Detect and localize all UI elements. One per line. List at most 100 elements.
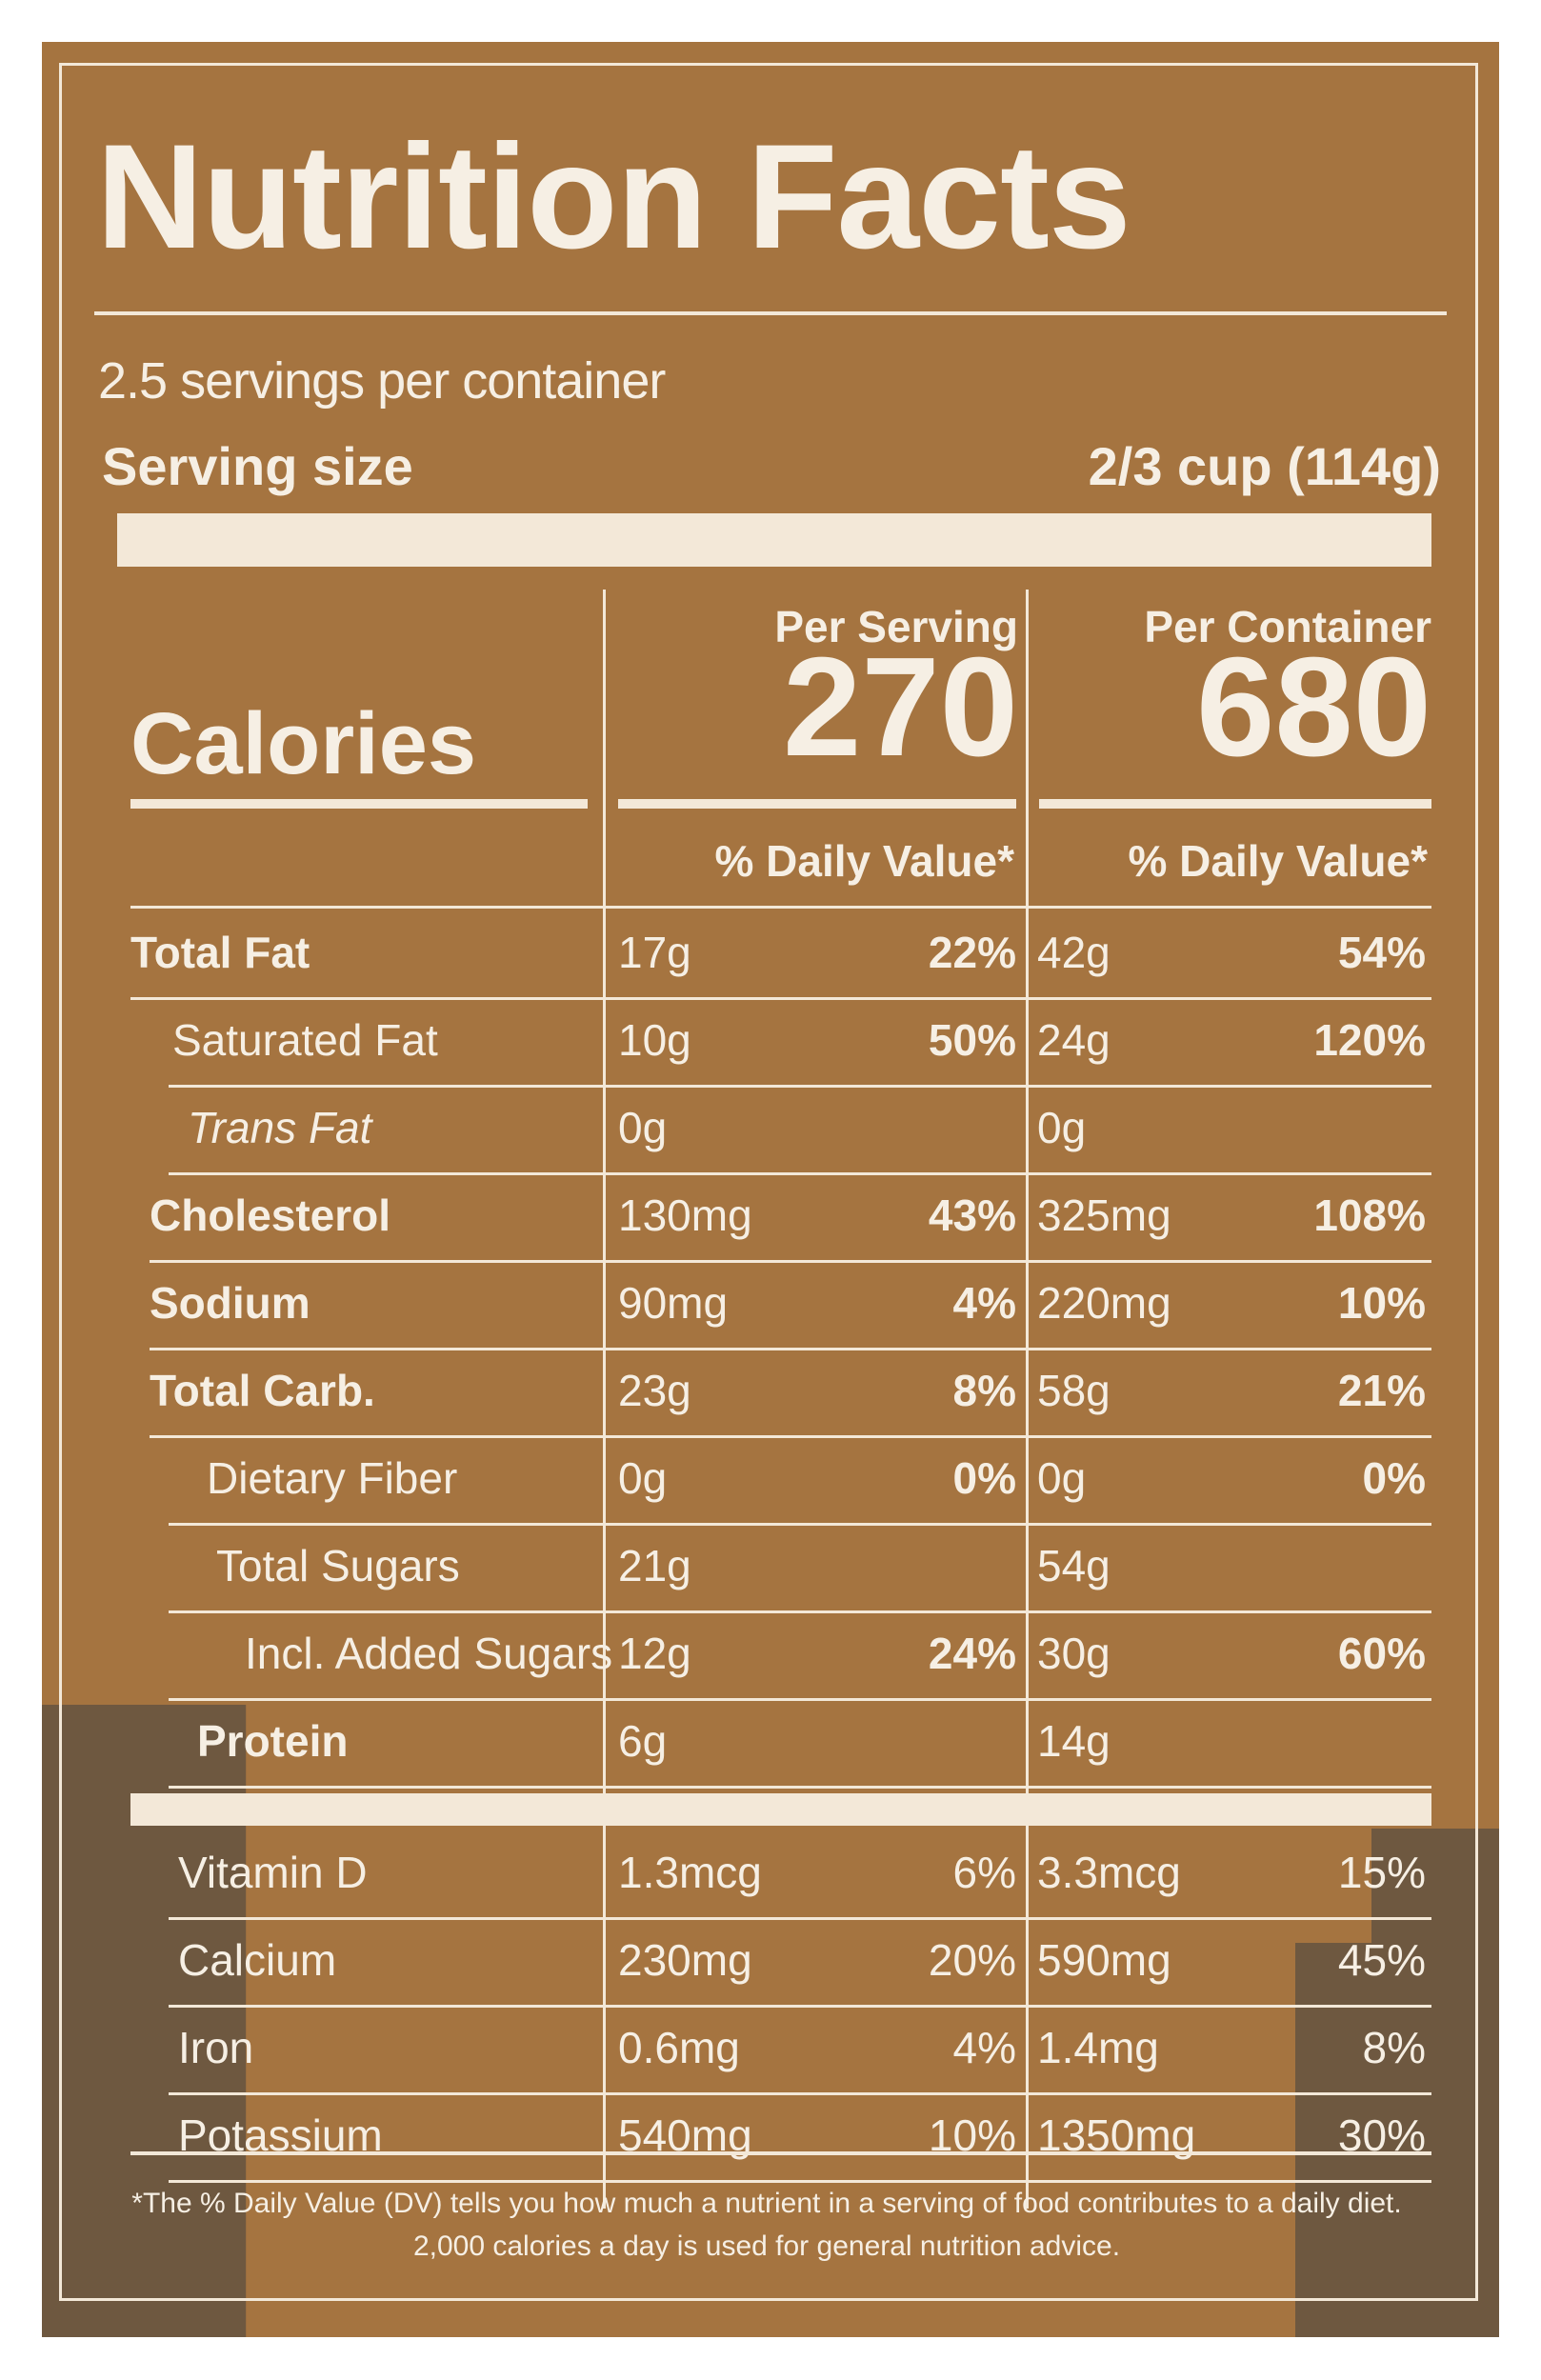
- row-divider: [150, 1435, 1431, 1438]
- row-divider: [150, 1260, 1431, 1263]
- container-percent: 60%: [1337, 1629, 1426, 1678]
- serving-amount: 17g: [618, 928, 691, 977]
- serving-amount: 6g: [618, 1716, 668, 1766]
- footnote: *The % Daily Value (DV) tells you how mu…: [131, 2188, 1402, 2262]
- serving-amount: 23g: [618, 1366, 691, 1415]
- row-divider: [169, 2180, 1431, 2183]
- container-percent: 108%: [1313, 1190, 1426, 1240]
- serving-percent: 4%: [952, 2023, 1016, 2072]
- row-divider: [169, 1786, 1431, 1789]
- nutrient-label: Incl. Added Sugars: [245, 1629, 613, 1678]
- nutrient-row: Cholesterol 130mg 43% 325mg 108%: [130, 1176, 1454, 1268]
- container-amount: 0g: [1037, 1453, 1087, 1503]
- nutrient-row: Potassium 540mg 10% 1350mg 30%: [130, 2096, 1454, 2188]
- thick-divider: [130, 1793, 1431, 1826]
- nutrient-row: Calcium 230mg 20% 590mg 45%: [130, 1921, 1454, 2012]
- calories-label: Calories: [130, 695, 477, 792]
- daily-value-header: % Daily Value*: [714, 836, 1015, 886]
- nutrient-label: Total Sugars: [216, 1541, 460, 1590]
- row-divider: [169, 2092, 1431, 2095]
- container-amount: 0g: [1037, 1103, 1087, 1152]
- container-amount: 14g: [1037, 1716, 1111, 1766]
- serving-percent: 20%: [928, 1935, 1016, 1985]
- nutrient-label: Protein: [197, 1716, 349, 1766]
- row-divider: [169, 1698, 1431, 1701]
- serving-percent: 4%: [952, 1278, 1016, 1328]
- nutrient-row: Total Carb. 23g 8% 58g 21%: [130, 1351, 1454, 1443]
- serving-amount: 90mg: [618, 1278, 729, 1328]
- nutrient-label: Dietary Fiber: [207, 1453, 458, 1503]
- container-amount: 58g: [1037, 1366, 1111, 1415]
- container-percent: 45%: [1337, 1935, 1426, 1985]
- serving-amount: 21g: [618, 1541, 691, 1590]
- serving-size-value: 2/3 cup (114g): [1088, 436, 1441, 496]
- column-divider: [1026, 590, 1029, 2209]
- per-serving-header: Per Serving: [774, 602, 1018, 651]
- container-percent: 120%: [1313, 1015, 1426, 1065]
- serving-amount: 0g: [618, 1103, 668, 1152]
- serving-percent: 43%: [928, 1190, 1016, 1240]
- package-background: [42, 42, 1499, 2337]
- container-amount: 30g: [1037, 1629, 1111, 1678]
- serving-amount: 10g: [618, 1015, 691, 1065]
- nutrient-row: Dietary Fiber 0g 0% 0g 0%: [130, 1439, 1454, 1530]
- container-percent: 0%: [1362, 1453, 1426, 1503]
- nutrient-label: Total Carb.: [150, 1366, 375, 1415]
- thick-divider: [618, 799, 1016, 809]
- serving-size-label: Serving size: [102, 436, 413, 496]
- container-percent: 21%: [1337, 1366, 1426, 1415]
- calories-per-container: 680: [1196, 629, 1431, 786]
- container-amount: 220mg: [1037, 1278, 1171, 1328]
- container-amount: 1.4mg: [1037, 2023, 1159, 2072]
- calories-per-serving: 270: [783, 629, 1018, 786]
- serving-amount: 12g: [618, 1629, 691, 1678]
- nutrient-row: Protein 6g 14g: [130, 1702, 1454, 1793]
- nutrient-row: Trans Fat 0g 0g: [130, 1089, 1454, 1180]
- nutrient-row: Total Fat 17g 22% 42g 54%: [130, 913, 1454, 1005]
- column-divider: [603, 590, 606, 2209]
- container-amount: 42g: [1037, 928, 1111, 977]
- row-divider: [169, 1085, 1431, 1088]
- nutrition-facts-panel: Nutrition Facts 2.5 servings per contain…: [59, 63, 1478, 2301]
- serving-amount: 0g: [618, 1453, 668, 1503]
- nutrient-label: Trans Fat: [188, 1103, 372, 1152]
- thick-divider: [130, 799, 588, 809]
- serving-percent: 0%: [952, 1453, 1016, 1503]
- container-amount: 3.3mcg: [1037, 1848, 1181, 1897]
- container-amount: 24g: [1037, 1015, 1111, 1065]
- serving-percent: 8%: [952, 1366, 1016, 1415]
- container-percent: 10%: [1337, 1278, 1426, 1328]
- container-percent: 54%: [1337, 928, 1426, 977]
- nutrient-label: Total Fat: [130, 928, 310, 977]
- serving-percent: 22%: [928, 928, 1016, 977]
- container-amount: 54g: [1037, 1541, 1111, 1590]
- row-divider: [169, 1610, 1431, 1613]
- row-divider: [130, 997, 1431, 1000]
- row-divider: [169, 2005, 1431, 2008]
- serving-amount: 230mg: [618, 1935, 752, 1985]
- nutrient-label: Saturated Fat: [172, 1015, 438, 1065]
- per-container-header: Per Container: [1144, 602, 1431, 651]
- row-divider: [169, 1917, 1431, 1920]
- container-percent: 15%: [1337, 1848, 1426, 1897]
- nutrient-row: Vitamin D 1.3mcg 6% 3.3mcg 15%: [130, 1833, 1454, 1925]
- serving-percent: 6%: [952, 1848, 1016, 1897]
- nutrient-label: Sodium: [150, 1278, 310, 1328]
- row-divider: [150, 1348, 1431, 1350]
- divider: [94, 311, 1447, 315]
- container-amount: 325mg: [1037, 1190, 1171, 1240]
- nutrient-row: Sodium 90mg 4% 220mg 10%: [130, 1264, 1454, 1355]
- row-divider: [169, 1172, 1431, 1175]
- nutrient-label: Calcium: [178, 1935, 337, 1985]
- serving-amount: 0.6mg: [618, 2023, 740, 2072]
- thick-divider: [1039, 799, 1431, 809]
- nutrient-label: Vitamin D: [178, 1848, 368, 1897]
- nutrient-row: Saturated Fat 10g 50% 24g 120%: [130, 1001, 1454, 1092]
- serving-amount: 130mg: [618, 1190, 752, 1240]
- serving-percent: 50%: [928, 1015, 1016, 1065]
- container-percent: 8%: [1362, 2023, 1426, 2072]
- nutrient-label: Cholesterol: [150, 1190, 391, 1240]
- container-amount: 590mg: [1037, 1935, 1171, 1985]
- nutrient-row: Total Sugars 21g 54g: [130, 1527, 1454, 1618]
- divider: [130, 2151, 1431, 2155]
